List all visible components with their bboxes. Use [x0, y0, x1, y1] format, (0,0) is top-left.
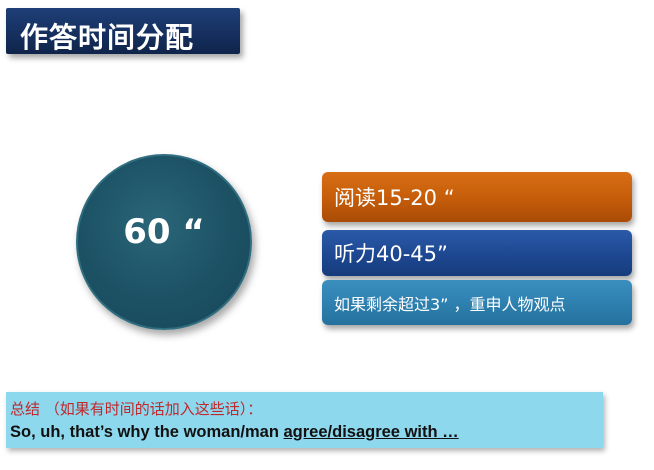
- summary-panel: 总结 （如果有时间的话加入这些话）： So, uh, that’s why th…: [6, 392, 603, 448]
- total-time-circle: 60 “: [76, 154, 252, 330]
- summary-note: 总结 （如果有时间的话加入这些话）：: [10, 398, 262, 419]
- slide-title: 作答时间分配: [20, 16, 194, 56]
- summary-sentence-underlined: agree/disagree with …: [284, 423, 459, 441]
- remaining-time-tip-label: 如果剩余超过3” ，重申人物观点: [334, 291, 566, 315]
- title-banner: 作答时间分配: [6, 8, 240, 54]
- summary-sentence: So, uh, that’s why the woman/man agree/d…: [10, 423, 459, 442]
- summary-sentence-plain: So, uh, that’s why the woman/man: [10, 423, 284, 441]
- remaining-time-tip-box: 如果剩余超过3” ，重申人物观点: [322, 280, 632, 325]
- listening-time-label: 听力40-45”: [334, 238, 448, 268]
- total-time-label: 60 “: [78, 212, 250, 252]
- reading-time-box: 阅读15-20 “: [322, 172, 632, 222]
- reading-time-label: 阅读15-20 “: [334, 182, 455, 212]
- listening-time-box: 听力40-45”: [322, 230, 632, 276]
